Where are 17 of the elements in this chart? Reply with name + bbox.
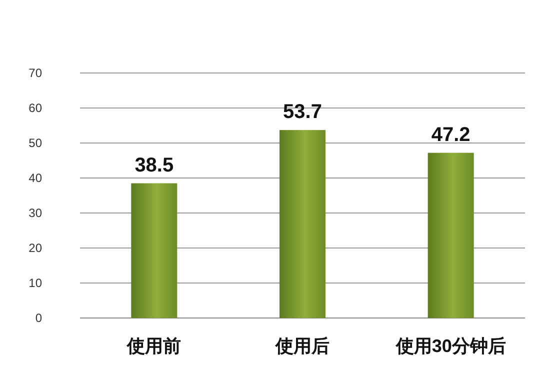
y-tick-label: 70 xyxy=(28,66,42,80)
data-label: 47.2 xyxy=(431,124,470,146)
y-tick-label: 30 xyxy=(28,206,42,220)
y-tick-label: 20 xyxy=(28,241,42,255)
data-label: 38.5 xyxy=(134,154,174,176)
x-tick-label: 使用30分钟后 xyxy=(394,336,506,356)
y-tick-label: 10 xyxy=(28,276,42,290)
x-tick-label: 使用前 xyxy=(126,336,182,356)
data-label: 53.7 xyxy=(283,101,322,124)
y-tick-label: 0 xyxy=(35,311,42,325)
y-tick-label: 50 xyxy=(28,136,42,150)
x-tick-label: 使用后 xyxy=(274,336,330,356)
y-tick-label: 40 xyxy=(28,171,42,185)
bar xyxy=(280,130,326,318)
bar xyxy=(428,152,474,318)
y-tick-label: 60 xyxy=(28,101,42,115)
bar xyxy=(131,183,178,318)
